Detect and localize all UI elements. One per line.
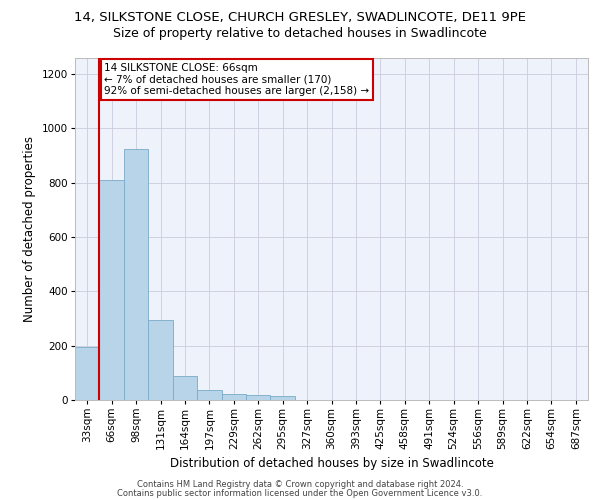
Bar xyxy=(100,180,124,400)
Text: Size of property relative to detached houses in Swadlincote: Size of property relative to detached ho… xyxy=(113,28,487,40)
Text: 14, SILKSTONE CLOSE, CHURCH GRESLEY, SWADLINCOTE, DE11 9PE: 14, SILKSTONE CLOSE, CHURCH GRESLEY, SWA… xyxy=(74,11,526,24)
Bar xyxy=(148,320,173,400)
Bar xyxy=(173,376,197,400)
Bar xyxy=(124,148,148,400)
Bar xyxy=(75,347,100,400)
Bar xyxy=(221,394,246,400)
Text: Contains public sector information licensed under the Open Government Licence v3: Contains public sector information licen… xyxy=(118,490,482,498)
Bar xyxy=(246,394,271,400)
Text: 14 SILKSTONE CLOSE: 66sqm
← 7% of detached houses are smaller (170)
92% of semi-: 14 SILKSTONE CLOSE: 66sqm ← 7% of detach… xyxy=(104,63,370,96)
Y-axis label: Number of detached properties: Number of detached properties xyxy=(23,136,36,322)
Bar xyxy=(197,390,221,400)
Bar xyxy=(271,396,295,400)
Text: Contains HM Land Registry data © Crown copyright and database right 2024.: Contains HM Land Registry data © Crown c… xyxy=(137,480,463,489)
X-axis label: Distribution of detached houses by size in Swadlincote: Distribution of detached houses by size … xyxy=(170,458,493,470)
